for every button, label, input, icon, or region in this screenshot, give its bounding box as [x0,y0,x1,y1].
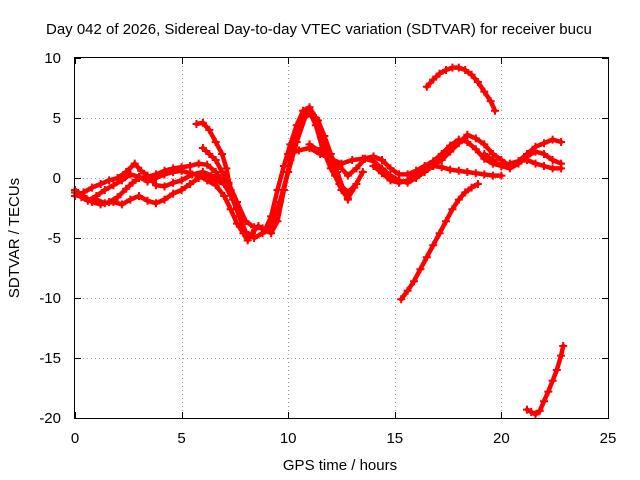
y-tick-label: -15 [39,350,61,367]
series-point-markers [198,144,241,212]
series-line [371,163,504,186]
x-tick-label: 25 [600,430,617,447]
x-tick-label: 5 [177,430,185,447]
x-tick-label: 0 [71,430,79,447]
series-point-markers [422,63,499,115]
series-s9 [369,162,506,187]
series-point-markers [397,180,482,304]
y-axis-label: SDTVAR / TECUs [6,178,23,298]
series-line [94,173,227,207]
x-tick-label: 10 [280,430,297,447]
series-point-markers [369,162,506,187]
series-point-markers [523,342,568,419]
y-tick-label: 10 [44,50,61,67]
x-tick-label: 20 [493,430,510,447]
series-s13 [523,342,568,419]
series-line [482,149,564,171]
y-tick-label: 5 [53,110,61,127]
series-s6 [198,144,241,212]
y-tick-label: -10 [39,290,61,307]
series-point-markers [92,171,229,209]
x-axis-label: GPS time / hours [283,457,397,474]
grid-lines [75,58,608,418]
x-tick-label: 15 [386,430,403,447]
series-line [524,343,566,417]
y-tick-label: -20 [39,410,61,427]
plot-frame [74,57,609,419]
series-s5 [192,118,235,194]
series-s10 [480,147,566,173]
y-tick-labels: -20 -15 -10 -5 0 5 10 [39,50,61,427]
y-tick-label: -5 [48,230,61,247]
data-series [71,63,568,419]
series-s12 [422,63,499,115]
chart-title: Day 042 of 2026, Sidereal Day-to-day VTE… [46,21,592,38]
series-s11 [397,180,482,304]
series-point-markers [480,147,566,173]
series-s4 [92,171,229,209]
y-tick-label: 0 [53,170,61,187]
x-tick-labels: 0 5 10 15 20 25 [71,430,617,447]
